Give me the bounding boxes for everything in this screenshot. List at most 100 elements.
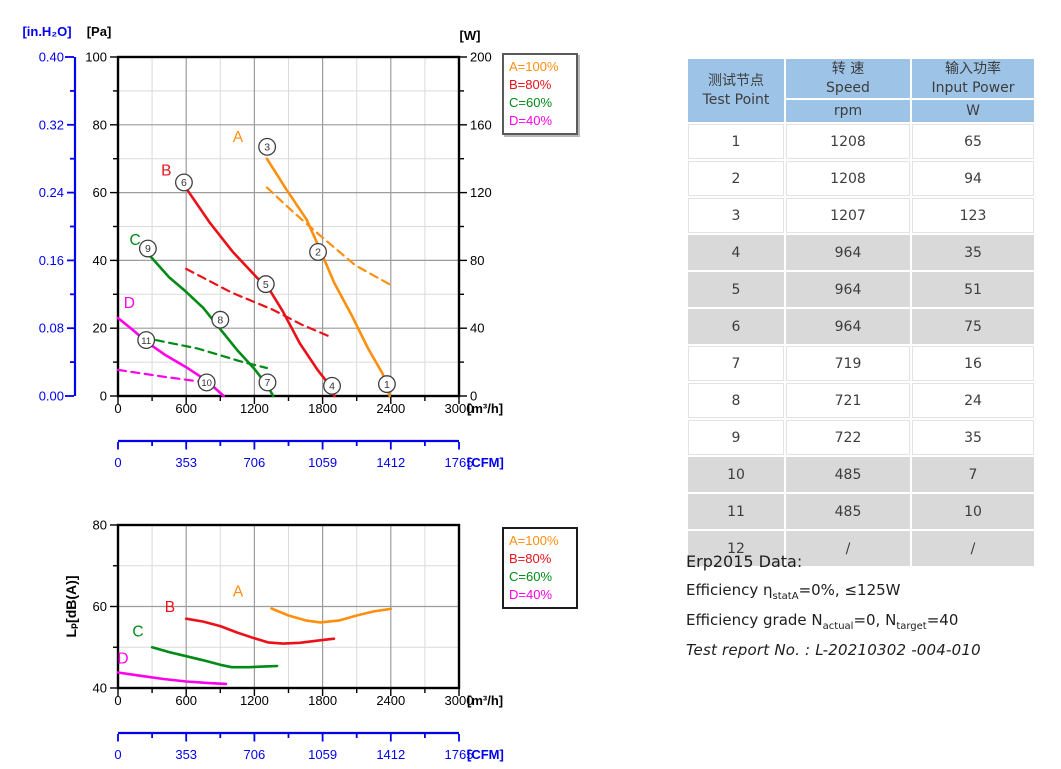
svg-text:0.00: 0.00 [39,389,64,404]
table-row: 8 721 24 [688,383,1034,418]
curve-D-noise [116,671,228,686]
col-header-speed: 转 速 Speed [786,59,910,98]
erp-grade-suffix: =40 [926,611,959,629]
point-marker-5: 5 [256,275,275,294]
series-label-b: B [165,599,175,616]
svg-text:7: 7 [265,377,271,389]
table-row: 2 1208 94 [688,161,1034,196]
curve-B-noise [184,617,336,645]
power-value-cell: 123 [912,198,1034,233]
svg-text:1800: 1800 [308,693,337,708]
svg-text:100: 100 [85,50,107,65]
legend-item-c: C=60% [509,569,552,584]
power-value-cell: 24 [912,383,1034,418]
test-point-cell: 12 [688,531,784,566]
test-point-cell: 3 [688,198,784,233]
speed-value-cell: 1208 [786,161,910,196]
power-value-cell: 51 [912,272,1034,307]
svg-text:1059: 1059 [308,747,337,762]
svg-text:10: 10 [201,378,212,389]
test-point-table: 测试节点 Test Point 转 速 Speed 输入功率 Input Pow… [686,57,1036,568]
power-value-cell: 75 [912,309,1034,344]
speed-value-cell: 964 [786,235,910,270]
test-point-cell: 4 [688,235,784,270]
erp-title: Erp2015 Data: [686,552,803,571]
svg-text:0: 0 [100,389,107,404]
point-markers: 1 2 3 4 5 6 7 8 9 10 11 [137,137,396,395]
svg-text:1059: 1059 [308,455,337,470]
svg-text:0: 0 [114,747,121,762]
svg-text:6: 6 [181,177,187,189]
curve-D-input-power [116,368,213,385]
col-header-input-power: 输入功率 Input Power [912,59,1034,98]
legend-item-d: D=40% [509,113,552,128]
svg-text:200: 200 [470,50,492,65]
svg-text:40: 40 [93,681,107,696]
table-row: 5 964 51 [688,272,1034,307]
curve-A-input-power [265,186,391,286]
w-axis-title: [W] [460,28,481,43]
svg-text:60: 60 [93,599,107,614]
power-value-cell: 65 [912,124,1034,159]
plot-frame [116,55,461,398]
point-marker-2: 2 [309,242,328,261]
svg-text:[CFM]: [CFM] [467,455,504,470]
x-axis-unit-label: [m³/h] [467,693,503,708]
curves [116,157,391,398]
table-row: 1 1208 65 [688,124,1034,159]
series-label-a: A [233,129,244,146]
legend-item-a: A=100% [509,533,559,548]
gridlines [118,525,459,688]
svg-text:80: 80 [93,518,107,533]
erp-grade-sub1: actual [822,621,854,632]
svg-text:600: 600 [175,693,197,708]
table-row: 10 485 7 [688,457,1034,492]
svg-text:[CFM]: [CFM] [467,747,504,762]
svg-text:0: 0 [114,693,121,708]
svg-text:1412: 1412 [376,747,405,762]
test-point-cell: 9 [688,420,784,455]
y-axis-ticks [110,524,117,689]
point-marker-9: 9 [138,239,157,258]
speed-value-cell: 722 [786,420,910,455]
table-row: 4 964 35 [688,235,1034,270]
svg-text:353: 353 [175,455,197,470]
power-value-cell: 7 [912,457,1034,492]
inh2o-axis-title: [in.H₂O] [22,24,71,39]
svg-text:1765: 1765 [445,747,474,762]
table-row: 12// [688,531,1034,566]
col-header-speed-zh: 转 速 [831,60,865,77]
svg-text:1765: 1765 [445,455,474,470]
legend-item-c: C=60% [509,95,552,110]
series-label-c: C [129,232,140,249]
svg-text:1: 1 [384,379,390,391]
series-label-d: D [124,295,135,312]
point-marker-7: 7 [258,373,277,392]
svg-text:353: 353 [175,747,197,762]
power-value-cell: / [912,531,1034,566]
legend-item-d: D=40% [509,587,552,602]
gridlines [118,57,459,396]
test-point-cell: 10 [688,457,784,492]
plot-frame [116,523,461,690]
erp-grade-prefix: Efficiency grade N [686,611,823,629]
point-marker-8: 8 [211,310,230,329]
axis-labels: 40 60 80 0 600 1200 1800 2400 3000[m³/h] Lₚ[dB(A)… [63,518,503,709]
svg-text:0.08: 0.08 [39,321,64,336]
erp-efficiency-line: Efficiency ηstatA=0%, ≤125W [686,581,1058,602]
svg-text:20: 20 [93,321,107,336]
x-axis-unit-label: [m³/h] [467,401,503,416]
col-header-power-en: Input Power [931,79,1015,96]
legend-item-a: A=100% [509,59,559,74]
svg-text:0.32: 0.32 [39,117,64,132]
power-value-cell: 94 [912,161,1034,196]
legend-performance: A=100% B=80% C=60% D=40% [502,53,578,135]
col-header-power-zh: 输入功率 [945,60,1001,77]
speed-value-cell: 964 [786,309,910,344]
point-marker-11: 11 [137,331,156,350]
x-axis-ticks [117,689,460,696]
noise-axis-title: Lₚ[dB(A)] [63,576,79,638]
speed-value-cell: 485 [786,457,910,492]
erp-test-report-line: Test report No. : L-20210302 -004-010 [686,641,981,659]
